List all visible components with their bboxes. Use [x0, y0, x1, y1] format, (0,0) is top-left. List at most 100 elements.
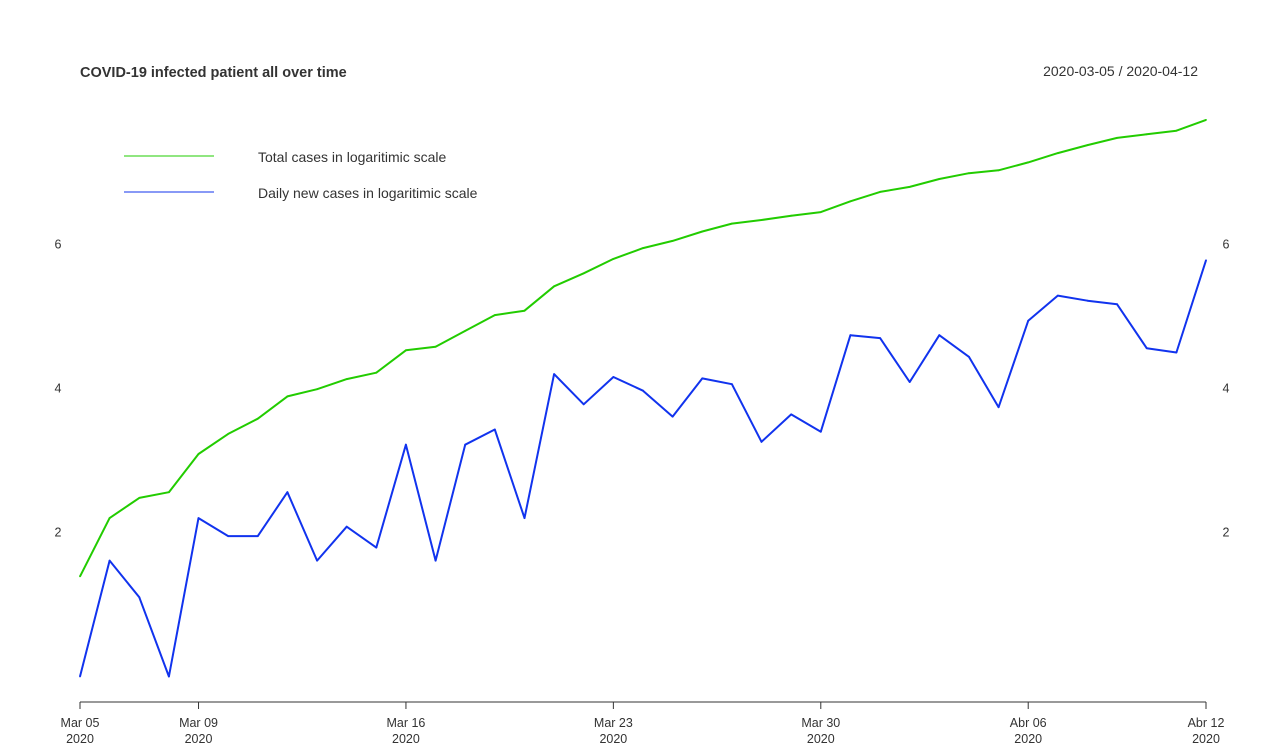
- series-points-0: [79, 119, 1207, 578]
- x-tick-year-1: 2020: [185, 732, 213, 746]
- data-point-1-28: [908, 381, 911, 383]
- data-point-1-14: [493, 428, 496, 431]
- data-point-0-19: [642, 247, 644, 250]
- data-point-1-18: [612, 376, 615, 378]
- data-point-1-17: [582, 403, 585, 406]
- data-point-0-0: [79, 575, 81, 578]
- data-point-0-1: [108, 517, 111, 519]
- data-point-1-21: [701, 377, 704, 380]
- y-tick-left-1: 4: [55, 382, 62, 396]
- data-point-0-30: [968, 172, 970, 175]
- data-point-1-32: [1027, 319, 1030, 322]
- data-point-1-26: [849, 334, 852, 337]
- data-point-0-26: [849, 200, 852, 203]
- data-point-1-19: [642, 389, 644, 392]
- data-point-1-29: [938, 334, 941, 337]
- data-point-0-9: [345, 378, 348, 380]
- data-point-1-34: [1086, 299, 1089, 302]
- data-point-1-30: [968, 355, 970, 358]
- data-point-0-3: [168, 491, 170, 494]
- x-tick-label-4: Mar 30: [801, 716, 840, 730]
- data-point-1-15: [523, 517, 526, 519]
- data-point-1-5: [227, 535, 230, 537]
- y-tick-left-0: 2: [55, 526, 62, 540]
- data-point-0-7: [286, 395, 289, 398]
- data-point-1-27: [879, 337, 881, 339]
- data-point-1-4: [197, 517, 200, 519]
- chart-title: COVID-19 infected patient all over time: [80, 65, 347, 81]
- legend-label-total-cases: Total cases in logaritimic scale: [258, 149, 447, 165]
- data-point-0-31: [997, 169, 1000, 172]
- data-point-0-28: [908, 186, 911, 188]
- data-point-1-6: [256, 535, 259, 537]
- data-point-1-8: [316, 559, 318, 562]
- x-tick-label-5: Abr 06: [1010, 716, 1047, 730]
- data-point-1-20: [671, 415, 674, 418]
- date-range-label: 2020-03-05 / 2020-04-12: [1043, 63, 1198, 79]
- data-point-0-24: [790, 214, 793, 217]
- data-point-0-18: [612, 258, 615, 260]
- data-point-0-14: [493, 314, 496, 316]
- data-point-1-33: [1056, 294, 1059, 297]
- data-point-1-1: [108, 559, 111, 562]
- y-tick-left-2: 6: [55, 238, 62, 252]
- data-point-0-22: [731, 222, 733, 225]
- data-point-0-29: [938, 178, 941, 180]
- x-tick-label-0: Mar 05: [61, 716, 100, 730]
- data-point-1-3: [168, 675, 170, 678]
- legend: Total cases in logaritimic scale Daily n…: [124, 149, 478, 201]
- data-point-0-35: [1116, 137, 1118, 139]
- data-point-1-25: [819, 430, 822, 433]
- x-tick-year-0: 2020: [66, 732, 94, 746]
- data-point-0-27: [879, 191, 881, 193]
- data-point-0-8: [316, 388, 318, 391]
- x-axis: Mar 05 2020 Mar 09 2020 Mar 16 2020 Mar 23 2020…: [61, 701, 1225, 746]
- data-point-0-4: [197, 453, 200, 455]
- data-point-0-6: [256, 417, 259, 420]
- series-points-1: [79, 259, 1207, 678]
- data-point-1-11: [405, 443, 407, 446]
- data-point-1-9: [345, 525, 348, 528]
- x-tick-year-2: 2020: [392, 732, 420, 746]
- x-tick-year-3: 2020: [599, 732, 627, 746]
- y-tick-right-1: 4: [1223, 382, 1230, 396]
- data-point-0-17: [582, 272, 585, 275]
- data-point-0-10: [375, 371, 378, 374]
- y-axis-right: 2 4 6: [1223, 238, 1230, 540]
- data-point-1-38: [1205, 259, 1207, 262]
- data-point-0-13: [464, 330, 467, 332]
- x-tick-label-1: Mar 09: [179, 716, 218, 730]
- x-tick-label-2: Mar 16: [386, 716, 425, 730]
- data-point-1-35: [1116, 303, 1118, 306]
- data-point-0-38: [1205, 119, 1207, 121]
- x-tick-label-6: Abr 12: [1188, 716, 1225, 730]
- data-point-1-0: [79, 675, 81, 678]
- y-tick-right-0: 2: [1223, 526, 1230, 540]
- data-point-1-13: [464, 443, 467, 446]
- data-point-1-10: [375, 546, 378, 549]
- data-point-0-15: [523, 309, 526, 312]
- data-point-0-23: [760, 219, 763, 221]
- data-point-0-37: [1175, 129, 1178, 132]
- data-point-0-36: [1145, 133, 1148, 136]
- data-point-1-23: [760, 440, 763, 443]
- data-point-1-7: [286, 491, 289, 494]
- data-point-0-16: [553, 285, 555, 288]
- x-tick-year-6: 2020: [1192, 732, 1220, 746]
- data-point-1-24: [790, 413, 793, 416]
- data-point-0-33: [1056, 152, 1059, 155]
- data-point-0-21: [701, 230, 704, 233]
- data-point-0-2: [138, 497, 141, 499]
- data-point-0-32: [1027, 161, 1030, 164]
- data-point-0-11: [405, 349, 407, 352]
- data-point-0-34: [1086, 144, 1089, 147]
- data-point-1-37: [1175, 351, 1178, 354]
- data-point-1-31: [997, 406, 1000, 409]
- series-layer: [79, 118, 1207, 678]
- data-point-1-2: [138, 596, 141, 599]
- y-tick-right-2: 6: [1223, 238, 1230, 252]
- series-line-0: [79, 118, 1207, 577]
- series-line-1: [79, 259, 1207, 678]
- data-point-0-12: [434, 345, 437, 348]
